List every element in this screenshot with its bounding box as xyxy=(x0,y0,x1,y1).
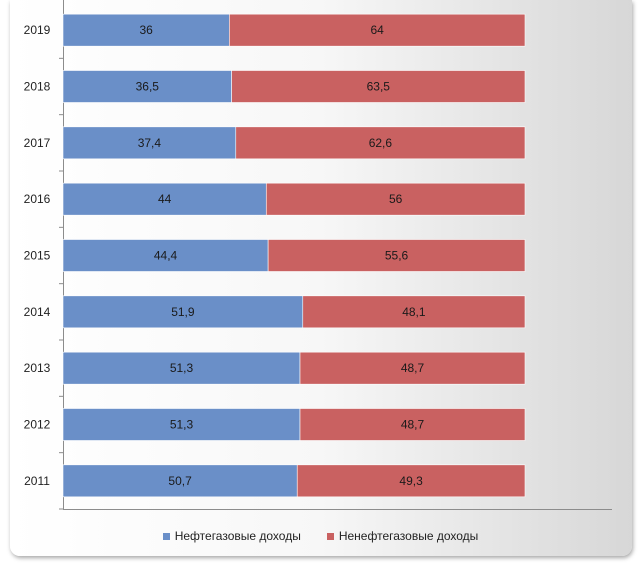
category-label: 2012 xyxy=(24,418,51,432)
bar-non-oil-gas xyxy=(299,408,526,441)
category-label: 2013 xyxy=(24,361,51,375)
data-label: 51,3 xyxy=(170,418,194,432)
category-label: 2018 xyxy=(24,80,51,94)
category-label: 2011 xyxy=(24,474,50,488)
bar-oil-gas xyxy=(62,295,304,329)
legend-swatch-non-oil-gas xyxy=(326,532,334,540)
bar-non-oil-gas xyxy=(265,182,526,216)
legend: Нефтегазовые доходы Ненефтегазовые доход… xyxy=(0,529,641,543)
data-label: 50,7 xyxy=(168,474,192,488)
data-label: 55,6 xyxy=(385,249,409,263)
bar-oil-gas xyxy=(62,464,298,498)
data-label: 36,5 xyxy=(136,80,160,94)
legend-label-non-oil-gas: Ненефтегазовые доходы xyxy=(338,529,479,543)
bar-oil-gas xyxy=(62,70,232,103)
bar-oil-gas xyxy=(62,182,267,216)
bar-oil-gas xyxy=(62,351,301,385)
data-label: 49,3 xyxy=(399,474,423,488)
legend-item-non-oil-gas: Ненефтегазовые доходы xyxy=(326,529,479,543)
bar-non-oil-gas xyxy=(231,70,526,103)
legend-swatch-oil-gas xyxy=(162,532,170,540)
bar-non-oil-gas xyxy=(229,13,526,47)
category-label: 2019 xyxy=(24,23,51,37)
bar-oil-gas xyxy=(62,408,301,441)
data-label: 36 xyxy=(139,23,153,37)
data-label: 37,4 xyxy=(138,136,162,150)
bar-oil-gas xyxy=(62,13,230,47)
bar-non-oil-gas xyxy=(235,126,526,160)
data-label: 44 xyxy=(158,192,172,206)
category-label: 2014 xyxy=(24,305,51,319)
data-label: 64 xyxy=(370,23,384,37)
data-label: 51,3 xyxy=(170,361,194,375)
data-label: 62,6 xyxy=(369,136,393,150)
data-label: 63,5 xyxy=(367,80,391,94)
bar-non-oil-gas xyxy=(296,464,526,498)
data-label: 51,9 xyxy=(171,305,195,319)
legend-item-oil-gas: Нефтегазовые доходы xyxy=(162,529,301,543)
bar-oil-gas xyxy=(62,239,269,272)
data-label: 48,7 xyxy=(401,361,425,375)
bar-non-oil-gas xyxy=(267,239,526,272)
data-label: 44,4 xyxy=(154,249,178,263)
category-label: 2017 xyxy=(24,136,51,150)
data-label: 48,7 xyxy=(401,418,425,432)
data-label: 56 xyxy=(389,192,403,206)
category-label: 2016 xyxy=(24,192,51,206)
bar-non-oil-gas xyxy=(299,351,526,385)
data-label: 48,1 xyxy=(402,305,426,319)
bar-non-oil-gas xyxy=(302,295,526,329)
category-label: 2015 xyxy=(24,249,51,263)
legend-label-oil-gas: Нефтегазовые доходы xyxy=(174,529,301,543)
